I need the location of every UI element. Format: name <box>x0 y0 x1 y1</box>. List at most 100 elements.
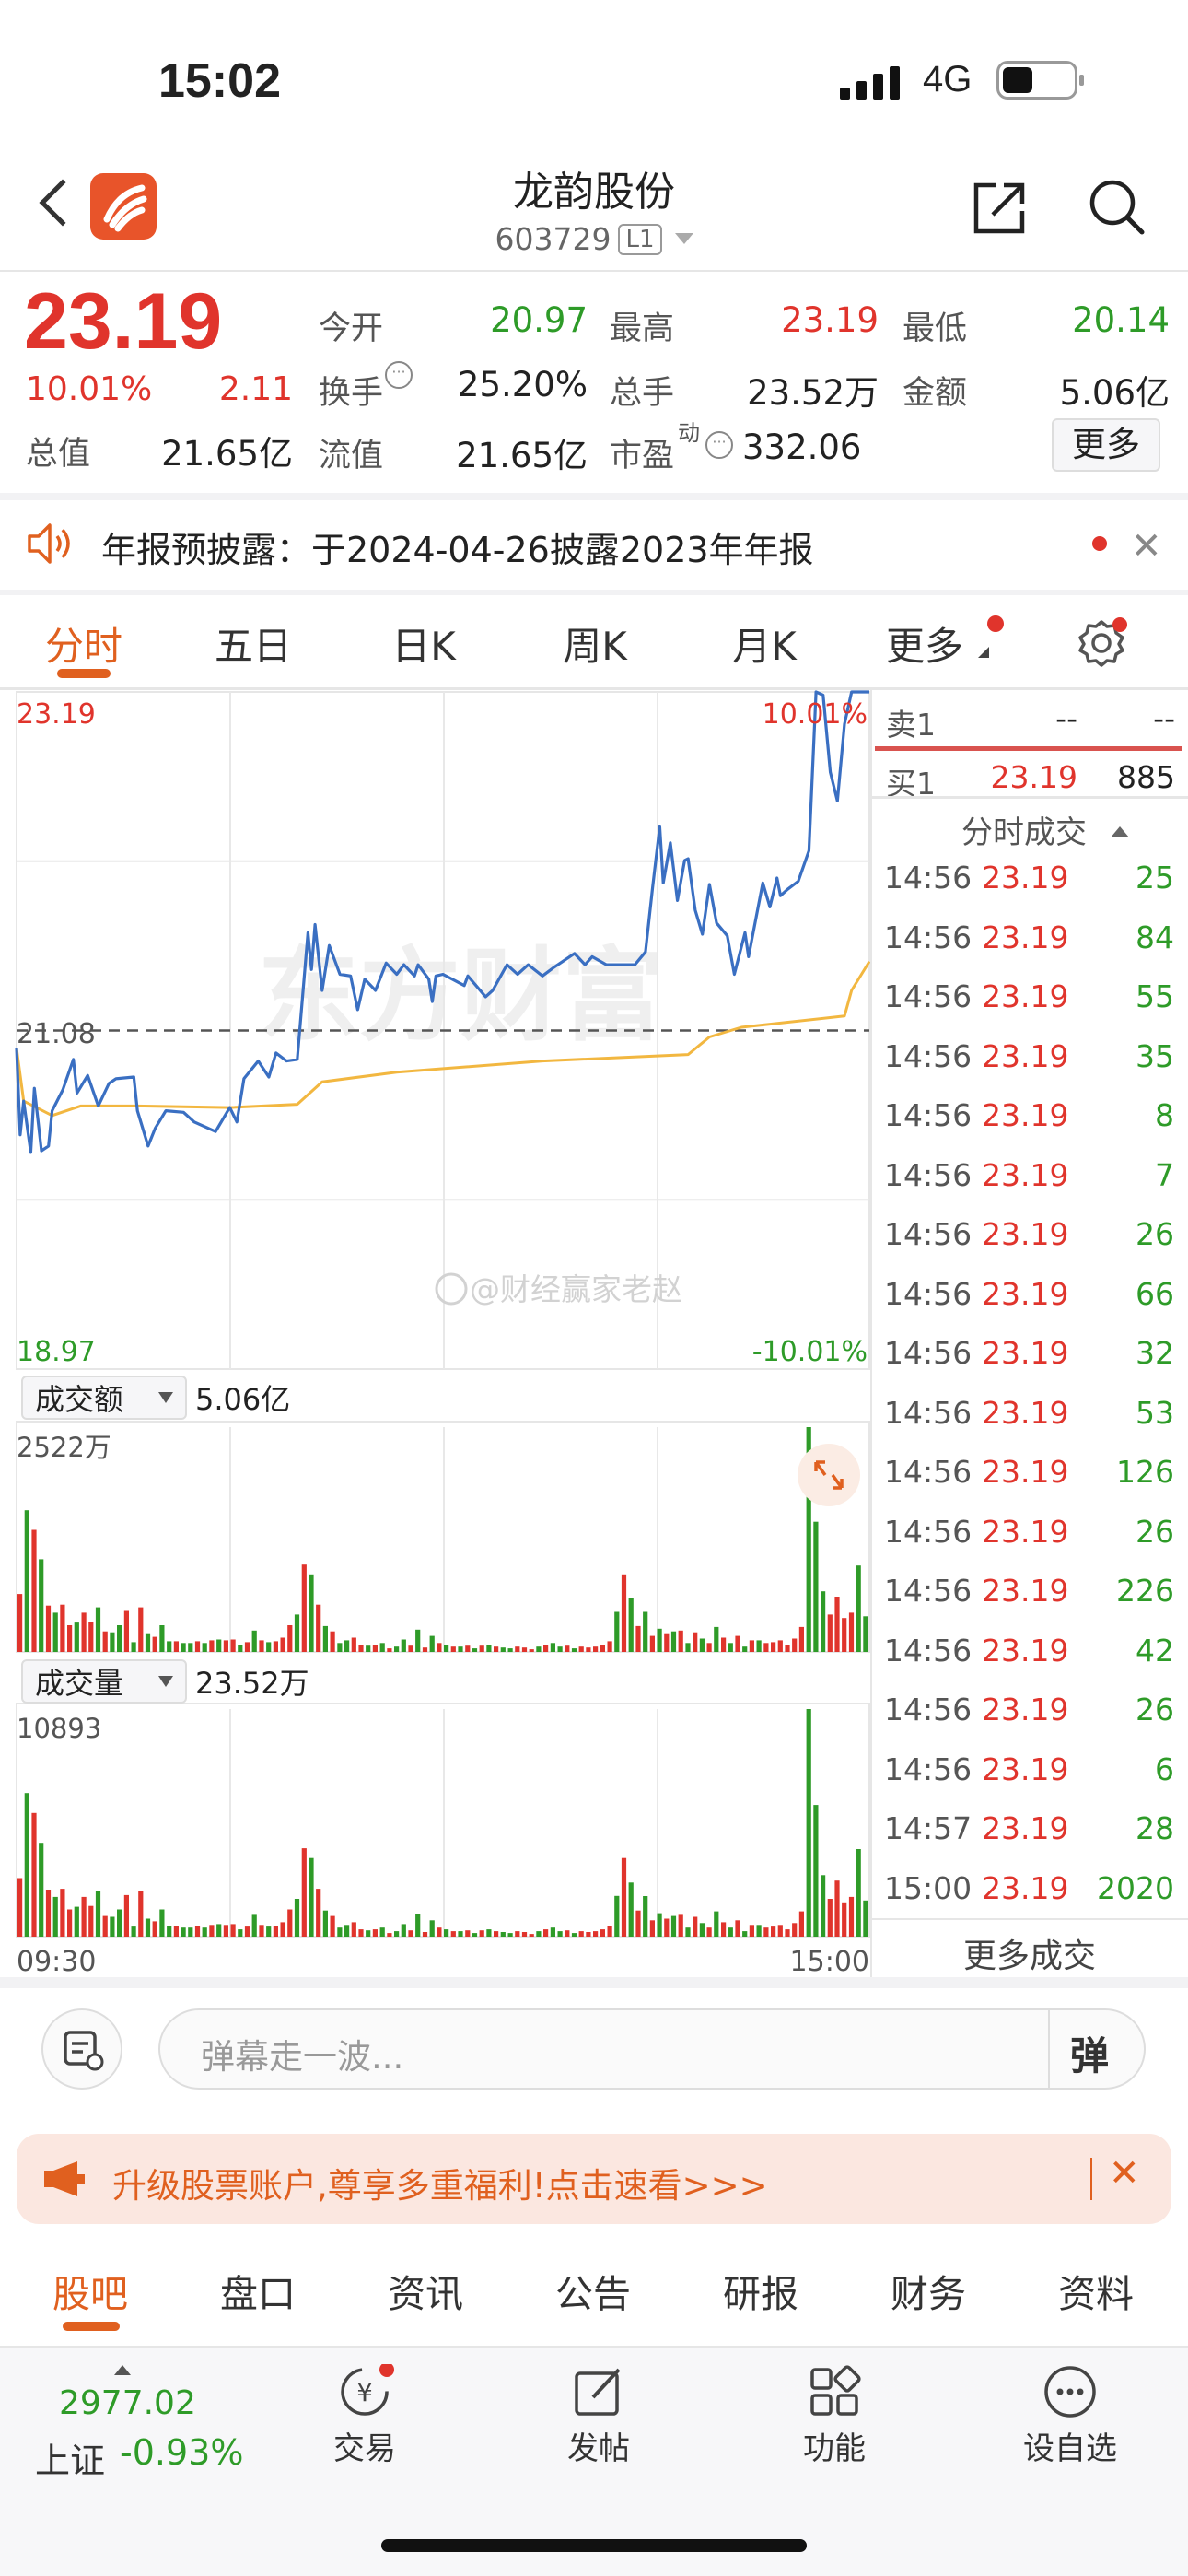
danmu-placeholder: 弹幕走一波... <box>201 2037 404 2077</box>
chart-tab-5[interactable]: 更多 <box>885 624 963 669</box>
volume-bar <box>472 1648 478 1652</box>
volume-bar <box>863 1900 868 1937</box>
tick-price: 23.19 <box>982 1632 1069 1669</box>
volume-bar <box>479 1645 484 1652</box>
volume-bar <box>358 1645 364 1652</box>
more-button[interactable]: 更多 <box>1052 418 1160 472</box>
tick-row: 14:56 23.19 26 <box>884 1514 1174 1573</box>
volume-bar <box>856 1565 861 1652</box>
danmu-input[interactable]: 弹幕走一波... 弹 <box>158 2008 1146 2090</box>
volume-bar <box>322 1625 328 1652</box>
volume-selector-label: 成交量 <box>35 1666 123 1701</box>
chart-tab-1[interactable]: 五日 <box>214 624 292 669</box>
volume-bar <box>17 1594 23 1652</box>
volume-bar <box>557 1646 563 1652</box>
tick-time: 14:56 <box>884 919 973 955</box>
stock-code[interactable]: 603729 L1 <box>0 221 1188 257</box>
chart-tab-0[interactable]: 分时 <box>44 624 122 669</box>
volume-bar <box>138 1607 144 1652</box>
bottom-tab-6[interactable]: 资料 <box>1058 2272 1134 2316</box>
bottom-tab-2[interactable]: 资讯 <box>388 2272 463 2316</box>
weibo-icon <box>435 1272 468 1306</box>
notice-text[interactable]: 年报预披露：于2024-04-26披露2023年年报 <box>101 530 814 570</box>
volume-bar <box>565 1645 570 1652</box>
info-icon[interactable]: ··· <box>385 361 413 389</box>
nav-more-circle-button[interactable]: 设自选 <box>996 2359 1144 2469</box>
volume-bar <box>806 1709 811 1937</box>
volume-bar <box>643 1896 648 1937</box>
volume-bar <box>565 1930 570 1937</box>
volume-bar <box>422 1932 428 1937</box>
settings-icon[interactable] <box>1077 617 1129 669</box>
volume-selector[interactable] <box>21 1659 187 1704</box>
ticks-title[interactable]: 分时成交 <box>961 807 1129 852</box>
tick-volume: 6 <box>1155 1751 1174 1787</box>
volume-bar <box>607 1926 612 1937</box>
tick-volume: 35 <box>1136 1037 1174 1074</box>
volume-bar <box>721 1922 727 1937</box>
volume-bar <box>173 1926 179 1937</box>
tick-price: 23.19 <box>982 1751 1069 1787</box>
volume-bar <box>593 1646 599 1652</box>
tick-row: 14:56 23.19 55 <box>884 978 1174 1037</box>
info-icon[interactable]: ··· <box>705 431 733 459</box>
volume-bar <box>444 1929 449 1937</box>
tick-price: 23.19 <box>982 1037 1069 1074</box>
chart-tab-4[interactable]: 月K <box>732 624 797 669</box>
ticks-title-text: 分时成交 <box>961 814 1087 851</box>
bottom-tab-5[interactable]: 财务 <box>891 2272 966 2316</box>
nav-edit-button[interactable]: 发帖 <box>525 2359 672 2469</box>
share-icon[interactable] <box>971 180 1028 237</box>
search-icon[interactable] <box>1087 177 1147 238</box>
nav-grid-button[interactable]: 功能 <box>761 2359 908 2469</box>
close-icon[interactable]: ✕ <box>1131 525 1162 568</box>
y-label-top-pct: 10.01% <box>763 698 868 731</box>
tick-time: 14:56 <box>884 1513 973 1550</box>
volume-bar <box>494 1646 499 1652</box>
volume-bar <box>749 1925 754 1937</box>
volume-bar <box>728 1927 733 1937</box>
tick-time: 14:56 <box>884 1751 973 1787</box>
volume-bar <box>500 1647 506 1652</box>
danmu-toggle-icon[interactable] <box>41 2008 122 2090</box>
bottom-tab-3[interactable]: 公告 <box>555 2272 631 2316</box>
notice-dot <box>1092 536 1107 551</box>
panel-divider <box>870 690 872 1977</box>
quote-value: 25.20% <box>457 365 588 404</box>
volume-bar <box>550 1643 555 1652</box>
volume-bar <box>223 1925 228 1937</box>
more-ticks-button[interactable]: 更多成交 <box>962 1938 1096 1975</box>
volume-bar <box>273 1926 278 1937</box>
tick-row: 15:00 23.19 2020 <box>884 1870 1174 1929</box>
volume-bar <box>181 1643 186 1652</box>
bottom-tab-0[interactable]: 股吧 <box>52 2272 128 2316</box>
volume-bar <box>145 1633 151 1652</box>
tick-row: 14:56 23.19 126 <box>884 1454 1174 1513</box>
nav-yen-exchange-button[interactable]: ¥ 交易 <box>291 2359 438 2469</box>
intraday-chart[interactable]: 东方财富 @财经赢家老赵 23.19 21.08 18.97 10.01% -1… <box>0 690 871 1980</box>
volume-bar <box>593 1931 599 1937</box>
volume-bar <box>259 1640 264 1652</box>
tick-price: 23.19 <box>982 1097 1069 1133</box>
volume-bar <box>67 1909 73 1937</box>
chart-tab-3[interactable]: 周K <box>563 624 627 669</box>
volume-bar <box>117 1909 122 1937</box>
promo-banner[interactable]: 升级股票账户,尊享多重福利!点击速看>>> ✕ <box>17 2134 1171 2224</box>
index-widget[interactable]: 2977.02 上证 -0.93% <box>28 2349 258 2481</box>
volume-bar <box>649 1635 655 1652</box>
speaker-icon <box>26 521 77 566</box>
danmu-send-button[interactable]: 弹 <box>1070 2033 1110 2078</box>
bottom-tab-1[interactable]: 盘口 <box>220 2272 296 2316</box>
amount-selector[interactable] <box>21 1376 187 1420</box>
bottom-tab-4[interactable]: 研报 <box>723 2272 798 2316</box>
volume-bar <box>194 1926 201 1937</box>
chart-tab-2[interactable]: 日K <box>391 624 456 669</box>
expand-icon[interactable] <box>798 1444 860 1506</box>
promo-close-icon[interactable]: ✕ <box>1109 2152 1140 2195</box>
volume-bar <box>507 1933 513 1937</box>
bottom-tab-underline <box>63 2322 120 2331</box>
stock-name: 龙韵股份 <box>513 169 675 216</box>
volume-bar <box>230 1924 236 1937</box>
volume-bar <box>521 1647 528 1652</box>
network-label: 4G <box>923 59 973 100</box>
